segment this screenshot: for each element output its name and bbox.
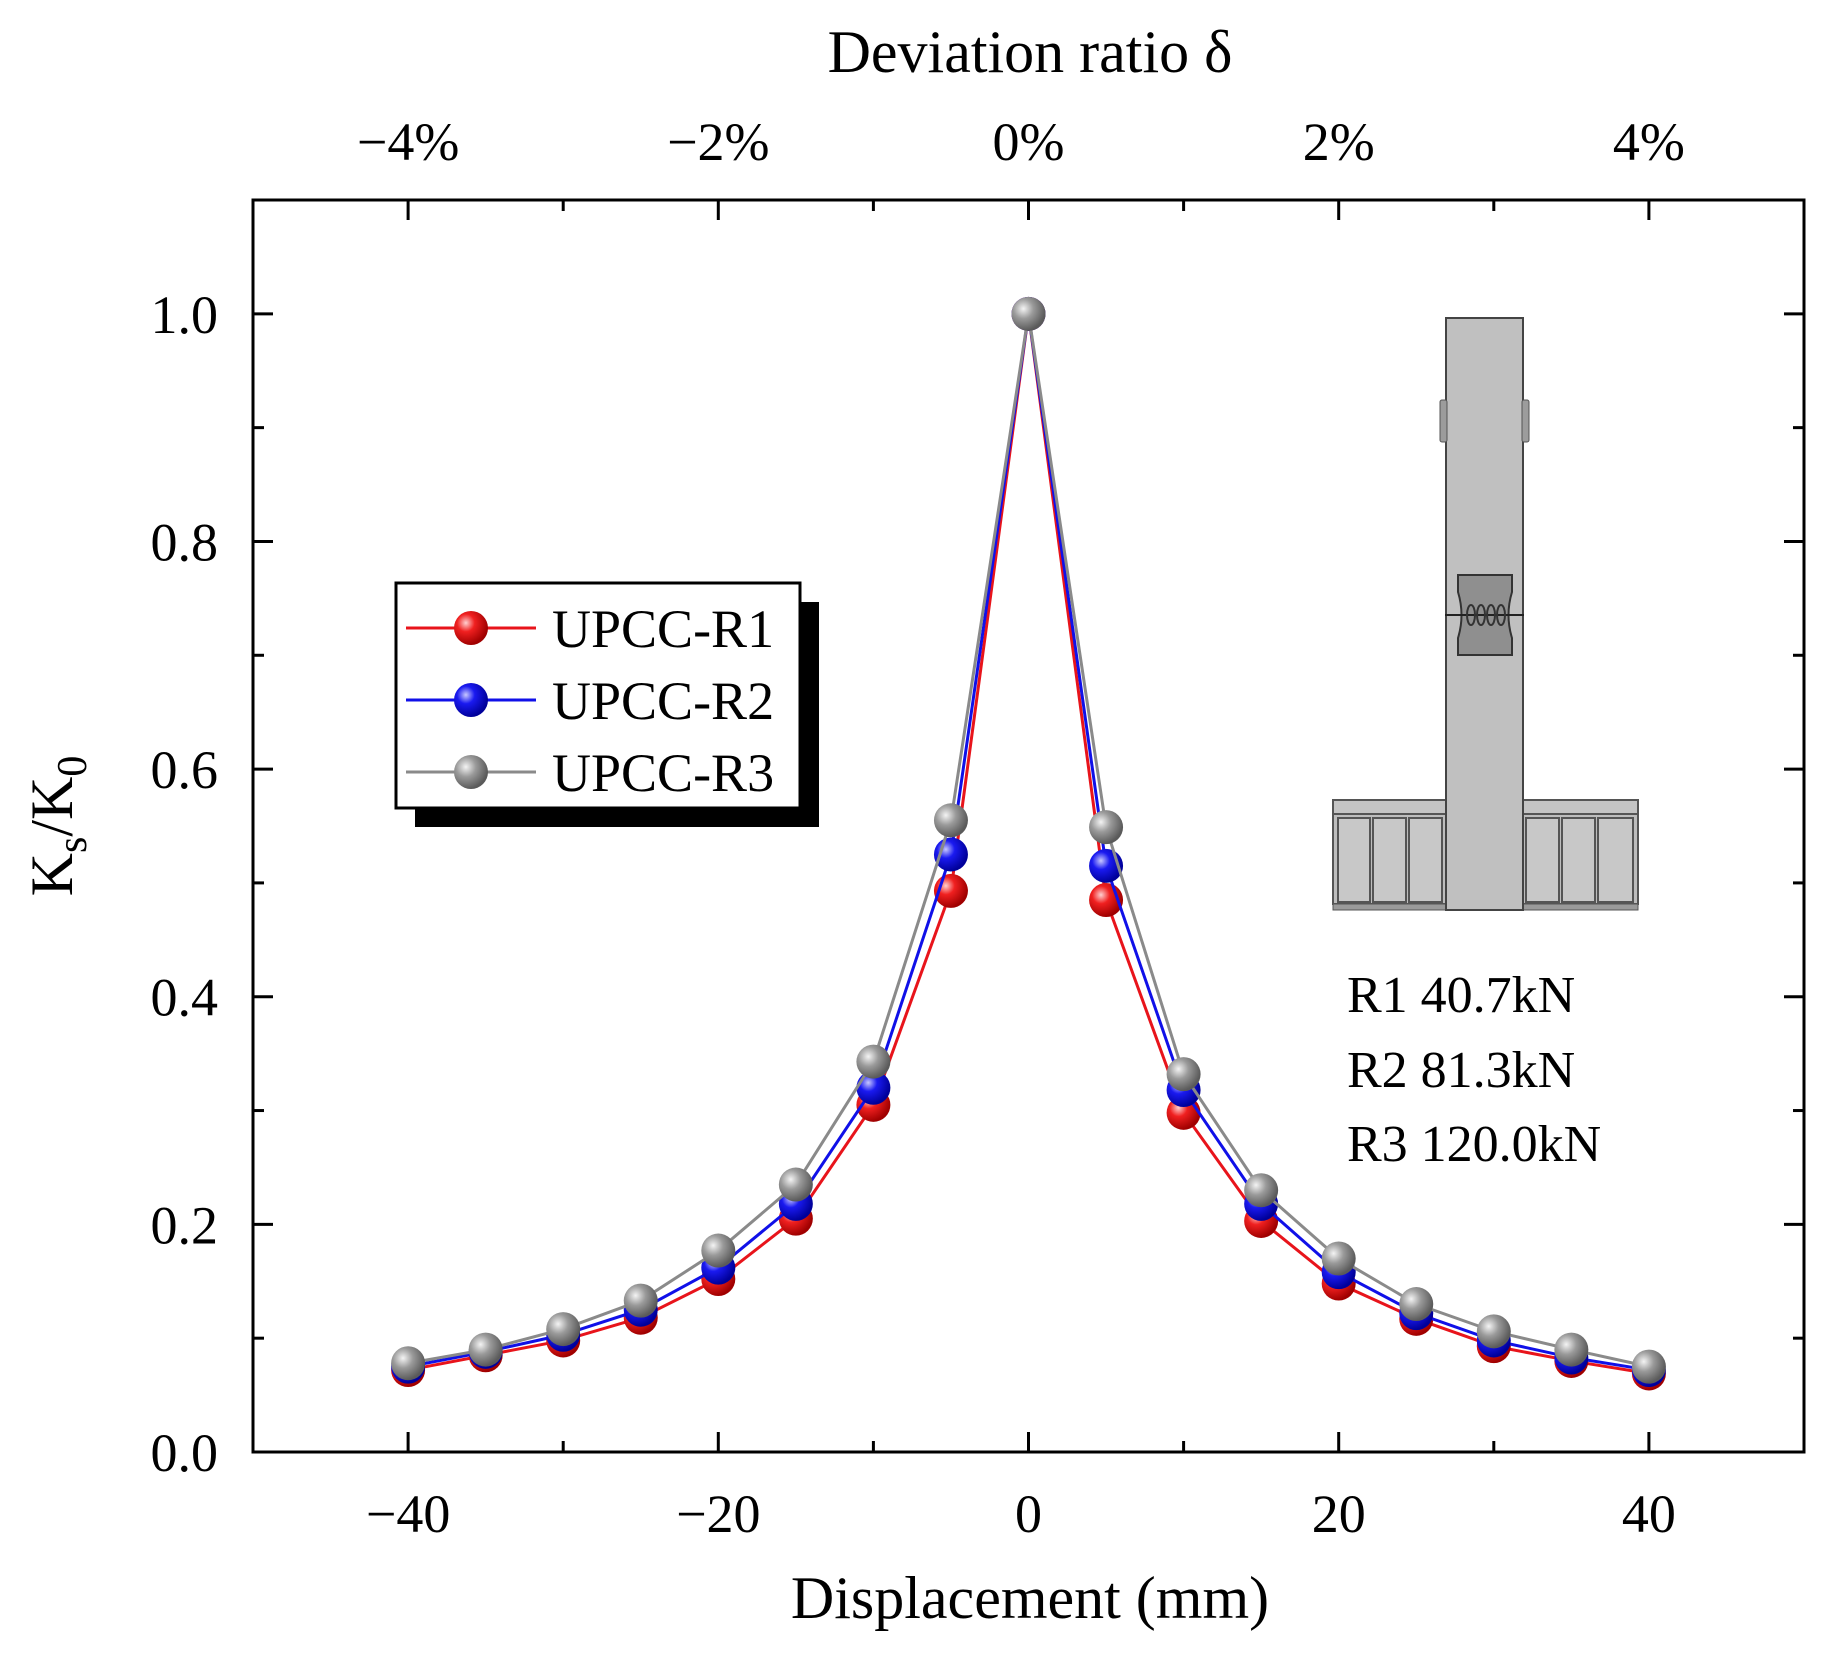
stiffener	[1597, 817, 1634, 903]
data-point	[1089, 810, 1124, 845]
data-point	[1011, 296, 1046, 331]
annotation-r3: R3 120.0kN	[1347, 1116, 1601, 1173]
data-point	[856, 1044, 891, 1079]
y-tick-label: 0.8	[151, 512, 219, 572]
x-tick-labels: −40 −20 0 20 40	[366, 1484, 1676, 1544]
legend-items: UPCC-R1 UPCC-R2 UPCC-R3	[406, 599, 774, 803]
column-specimen-drawing	[1332, 317, 1639, 911]
stiffener	[1337, 817, 1371, 903]
x-tick-label: 0	[1015, 1484, 1042, 1544]
column-bracket-left	[1439, 399, 1448, 443]
legend-label: UPCC-R1	[552, 599, 774, 659]
data-point	[468, 1332, 503, 1367]
x-tick-label: −20	[676, 1484, 760, 1544]
top-tick-label: 0%	[993, 112, 1065, 172]
annotation-r2: R2 81.3kN	[1347, 1042, 1575, 1099]
stiffener	[1525, 817, 1560, 903]
data-point	[391, 1346, 426, 1381]
top-tick-label: 4%	[1613, 112, 1685, 172]
x-tick-label: −40	[366, 1484, 450, 1544]
data-point	[1631, 1349, 1666, 1384]
legend-marker	[454, 683, 488, 717]
stiffener	[1372, 817, 1407, 903]
series-layer	[391, 296, 1666, 1391]
stiffener	[1561, 817, 1596, 903]
connector-bolt	[1476, 604, 1486, 626]
top-tick-labels: −4% −2% 0% 2% 4%	[357, 112, 1685, 172]
top-tick-label: −4%	[357, 112, 459, 172]
axis-ticks	[253, 198, 1804, 1454]
y-tick-label: 0.4	[151, 968, 219, 1028]
connector-bolt	[1466, 604, 1476, 626]
data-point	[1244, 1173, 1279, 1208]
legend-label: UPCC-R2	[552, 671, 774, 731]
y-axis-title-sub2: 0	[50, 756, 96, 777]
legend-label: UPCC-R3	[552, 743, 774, 803]
data-point	[933, 803, 968, 838]
data-point	[623, 1283, 658, 1318]
y-axis-title-k: K	[19, 853, 85, 896]
y-tick-label: 0.2	[151, 1195, 219, 1255]
data-point	[1554, 1332, 1589, 1367]
data-point	[856, 1070, 891, 1105]
x-tick-label: 40	[1622, 1484, 1676, 1544]
legend-marker	[454, 611, 488, 645]
series-UPCC-R3	[391, 296, 1666, 1384]
y-tick-label: 1.0	[151, 285, 219, 345]
stiffener	[1408, 817, 1443, 903]
data-point	[1166, 1057, 1201, 1092]
y-tick-label: 0.0	[151, 1423, 219, 1483]
top-tick-label: −2%	[667, 112, 769, 172]
top-tick-label: 2%	[1303, 112, 1375, 172]
x-axis-title: Displacement (mm)	[791, 1565, 1269, 1631]
annotation-r1: R1 40.7kN	[1347, 967, 1575, 1024]
top-axis-title: Deviation ratio δ	[828, 19, 1233, 85]
data-point	[701, 1233, 736, 1268]
data-point	[1476, 1314, 1511, 1349]
x-tick-label: 20	[1312, 1484, 1366, 1544]
data-point	[1321, 1241, 1356, 1276]
connector-bolt	[1486, 604, 1496, 626]
y-axis-title-sub1: s	[50, 837, 96, 853]
y-axis-title-mid: /K	[19, 777, 85, 837]
y-axis-title: Ks/K0	[19, 756, 96, 897]
y-tick-label: 0.6	[151, 740, 219, 800]
y-tick-labels: 0.0 0.2 0.4 0.6 0.8 1.0	[151, 285, 219, 1483]
data-point	[1399, 1287, 1434, 1322]
connector-bolt	[1496, 604, 1506, 626]
data-point	[778, 1167, 813, 1202]
legend: UPCC-R1 UPCC-R2 UPCC-R3	[394, 581, 819, 827]
legend-marker	[454, 755, 488, 789]
data-point	[546, 1312, 581, 1347]
column-bracket-right	[1521, 399, 1530, 443]
